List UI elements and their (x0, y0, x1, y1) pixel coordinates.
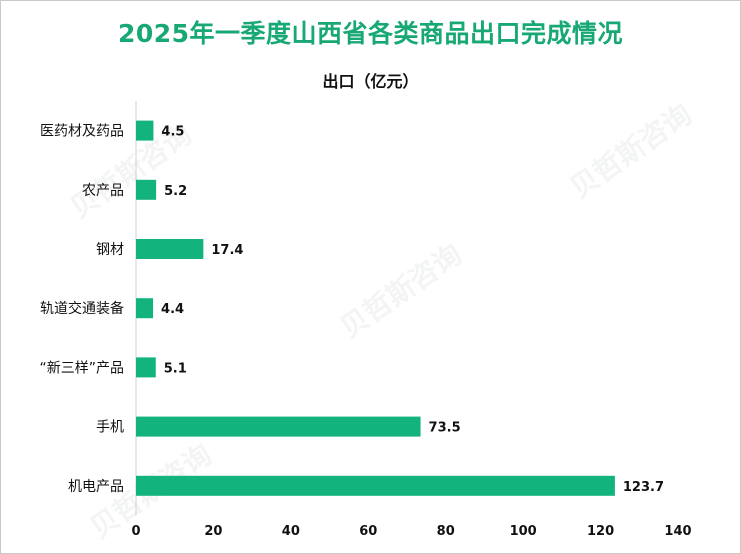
bar (136, 298, 154, 319)
category-label: 农产品 (82, 183, 124, 199)
x-tick-label: 80 (437, 524, 455, 539)
bar (136, 357, 156, 378)
chart-title: 2025年一季度山西省各类商品出口完成情况 (117, 19, 624, 48)
x-tick-label: 100 (510, 524, 537, 539)
bar (136, 239, 204, 259)
bar (136, 179, 157, 200)
data-label: 4.4 (161, 302, 184, 317)
x-tick-label: 20 (204, 524, 222, 539)
x-tick-label: 140 (664, 524, 691, 539)
category-label: 手机 (96, 420, 124, 436)
data-label: 4.5 (161, 125, 184, 140)
data-label: 5.1 (164, 361, 187, 376)
category-label: 机电产品 (68, 479, 124, 495)
data-label: 5.2 (164, 184, 187, 199)
x-tick-label: 40 (282, 524, 300, 539)
data-label: 17.4 (211, 243, 243, 258)
chart-subtitle: 出口（亿元） (322, 72, 419, 91)
category-label: 医药材及药品 (40, 124, 124, 140)
x-tick-label: 0 (131, 524, 140, 539)
bar (136, 475, 615, 496)
category-label: “新三样”产品 (39, 360, 124, 376)
bar (136, 416, 421, 437)
data-label: 123.7 (623, 480, 664, 495)
category-label: 钢材 (96, 242, 124, 258)
bar (136, 120, 154, 141)
data-label: 73.5 (429, 421, 461, 436)
category-label: 轨道交通装备 (40, 300, 124, 317)
x-tick-label: 60 (359, 524, 377, 539)
x-tick-label: 120 (587, 524, 614, 539)
